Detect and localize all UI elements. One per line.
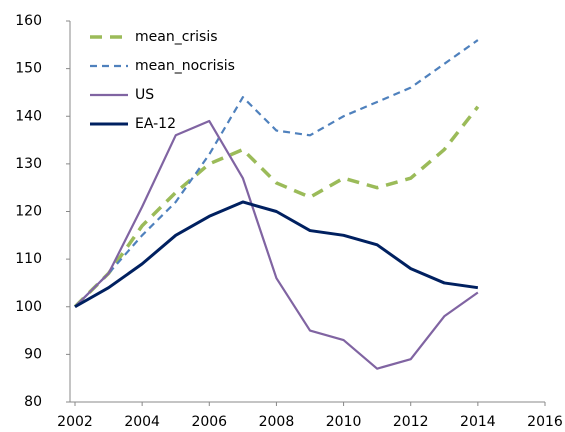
x-tick-label: 2008 [259, 414, 295, 430]
series-line [74, 39, 479, 308]
y-tick-label: 160 [15, 13, 42, 29]
y-tick-label: 150 [15, 61, 42, 77]
x-tick-label: 2012 [393, 414, 429, 430]
y-tick-label: 90 [24, 346, 42, 362]
y-tick-label: 120 [15, 204, 42, 220]
y-tick-label: 130 [15, 156, 42, 172]
x-tick-label: 2010 [326, 414, 362, 430]
y-tick-label: 110 [15, 251, 42, 267]
x-tick-label: 2014 [460, 414, 496, 430]
y-tick-label: 140 [15, 108, 42, 124]
series-line [74, 119, 479, 370]
legend-label: US [135, 87, 154, 103]
series-line [73, 105, 480, 308]
x-tick-label: 2002 [57, 414, 93, 430]
legend-label: mean_nocrisis [135, 58, 235, 74]
legend-label: mean_crisis [135, 29, 218, 45]
series-line [74, 200, 479, 309]
x-tick-label: 2016 [527, 414, 563, 430]
legend-label: EA-12 [135, 116, 176, 132]
x-tick-label: 2006 [191, 414, 227, 430]
y-tick-label: 80 [24, 394, 42, 410]
x-tick-label: 2004 [124, 414, 160, 430]
y-tick-label: 100 [15, 299, 42, 315]
